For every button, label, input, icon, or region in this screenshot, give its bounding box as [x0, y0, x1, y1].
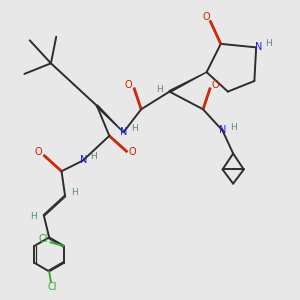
Text: Cl: Cl — [48, 282, 57, 292]
Text: O: O — [125, 80, 133, 89]
Text: N: N — [121, 127, 128, 136]
Polygon shape — [96, 105, 124, 132]
Text: O: O — [128, 147, 136, 157]
Text: Cl: Cl — [39, 234, 48, 244]
Text: N: N — [219, 125, 226, 135]
Text: N: N — [80, 155, 87, 165]
Text: O: O — [35, 148, 42, 158]
Text: H: H — [90, 152, 97, 161]
Text: O: O — [212, 80, 219, 89]
Text: O: O — [203, 12, 210, 22]
Text: H: H — [230, 122, 236, 131]
Text: H: H — [156, 85, 163, 94]
Text: H: H — [31, 212, 37, 221]
Text: H: H — [72, 188, 78, 197]
Text: N: N — [255, 42, 263, 52]
Text: H: H — [265, 39, 272, 48]
Text: H: H — [131, 124, 137, 133]
Polygon shape — [169, 72, 207, 92]
